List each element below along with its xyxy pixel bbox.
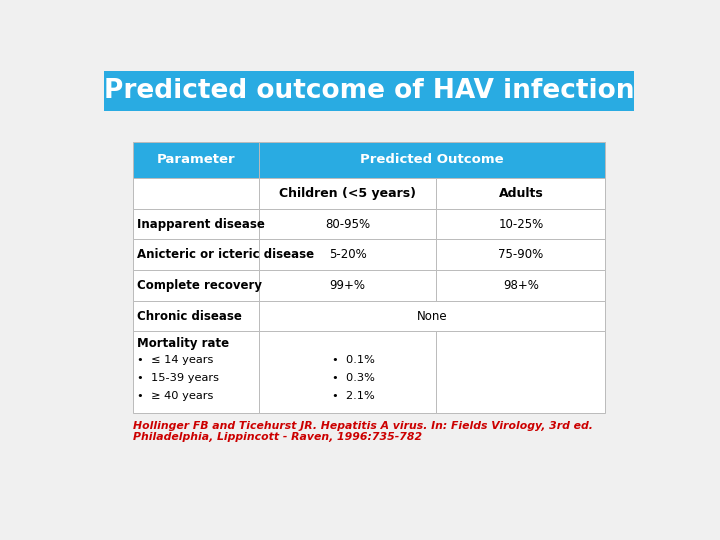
Bar [259, 142, 606, 178]
Bar [132, 301, 259, 332]
Text: Children (<5 years): Children (<5 years) [279, 187, 416, 200]
Text: •  0.3%: • 0.3% [332, 373, 375, 383]
Bar [436, 209, 606, 239]
Bar [259, 332, 436, 413]
Text: •  15-39 years: • 15-39 years [138, 373, 220, 383]
Text: •  ≤ 14 years: • ≤ 14 years [138, 355, 214, 365]
Bar [132, 270, 259, 301]
Bar [259, 178, 436, 209]
Text: •  0.1%: • 0.1% [332, 355, 375, 365]
Text: Adults: Adults [498, 187, 544, 200]
Bar [436, 270, 606, 301]
Text: 99+%: 99+% [330, 279, 366, 292]
Bar [132, 142, 259, 178]
Text: 80-95%: 80-95% [325, 218, 370, 231]
Text: 98+%: 98+% [503, 279, 539, 292]
Text: •  ≥ 40 years: • ≥ 40 years [138, 391, 214, 401]
Text: Anicteric or icteric disease: Anicteric or icteric disease [138, 248, 315, 261]
Bar [259, 209, 436, 239]
Bar [132, 239, 259, 270]
Text: Chronic disease: Chronic disease [138, 309, 242, 322]
Text: 75-90%: 75-90% [498, 248, 544, 261]
Text: Hollinger FB and Ticehurst JR. Hepatitis A virus. In: Fields Virology, 3rd ed.
P: Hollinger FB and Ticehurst JR. Hepatitis… [132, 421, 593, 442]
Text: 5-20%: 5-20% [329, 248, 366, 261]
Bar [436, 332, 606, 413]
Text: Inapparent disease: Inapparent disease [138, 218, 265, 231]
Bar [436, 178, 606, 209]
Bar [259, 239, 436, 270]
Text: Predicted outcome of HAV infection: Predicted outcome of HAV infection [104, 78, 634, 104]
Text: Parameter: Parameter [156, 153, 235, 166]
Text: Predicted Outcome: Predicted Outcome [360, 153, 504, 166]
Text: Mortality rate: Mortality rate [138, 337, 230, 350]
Text: •  2.1%: • 2.1% [332, 391, 375, 401]
Bar [104, 71, 634, 111]
Bar [436, 239, 606, 270]
Bar [259, 301, 606, 332]
Bar [132, 209, 259, 239]
Text: Complete recovery: Complete recovery [138, 279, 262, 292]
Bar [259, 270, 436, 301]
Text: 10-25%: 10-25% [498, 218, 544, 231]
Bar [132, 332, 259, 413]
Bar [132, 178, 259, 209]
Text: None: None [417, 309, 447, 322]
